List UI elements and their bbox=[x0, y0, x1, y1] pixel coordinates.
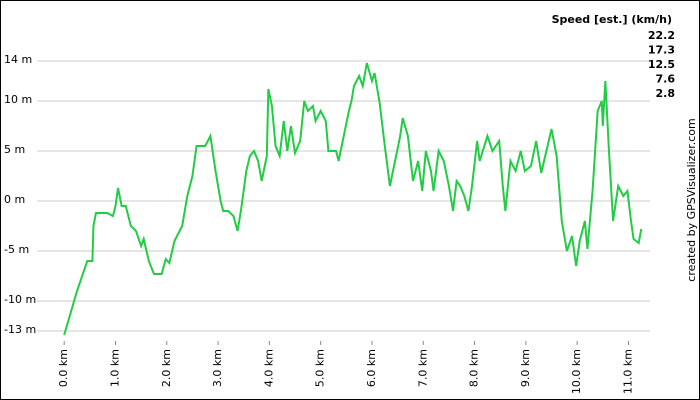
y-tick-label: 0 m bbox=[4, 193, 25, 206]
y-tick-label: -13 m bbox=[4, 323, 36, 336]
legend-entry: 7.6 bbox=[656, 73, 676, 86]
x-tick-label: 5.0 km bbox=[314, 349, 327, 387]
legend-entry: 17.3 bbox=[648, 44, 675, 57]
legend-entry: 22.2 bbox=[648, 29, 675, 42]
y-tick-label: 5 m bbox=[4, 143, 25, 156]
elevation-line bbox=[63, 62, 643, 336]
x-tick-label: 9.0 km bbox=[519, 349, 532, 387]
x-tick-label: 10.0 km bbox=[570, 349, 583, 394]
credit: created by GPSVisualizer.com bbox=[685, 118, 698, 281]
x-tick-label: 11.0 km bbox=[621, 349, 634, 394]
legend-entry: 12.5 bbox=[648, 58, 675, 71]
x-tick-label: 8.0 km bbox=[468, 349, 481, 387]
x-tick-label: 3.0 km bbox=[211, 349, 224, 387]
x-tick-label: 0.0 km bbox=[57, 349, 70, 387]
x-tick-label: 4.0 km bbox=[262, 349, 275, 387]
legend-entry: 2.8 bbox=[656, 87, 676, 100]
x-tick-label: 6.0 km bbox=[365, 349, 378, 387]
y-tick-label: 14 m bbox=[4, 53, 32, 66]
x-tick-label: 7.0 km bbox=[416, 349, 429, 387]
x-tick-label: 1.0 km bbox=[108, 349, 121, 387]
x-tick-label: 2.0 km bbox=[160, 349, 173, 387]
y-tick-label: 10 m bbox=[4, 93, 32, 106]
legend-title: Speed [est.] (km/h) bbox=[552, 13, 672, 26]
y-tick-label: -10 m bbox=[4, 293, 36, 306]
y-tick-label: -5 m bbox=[4, 243, 29, 256]
